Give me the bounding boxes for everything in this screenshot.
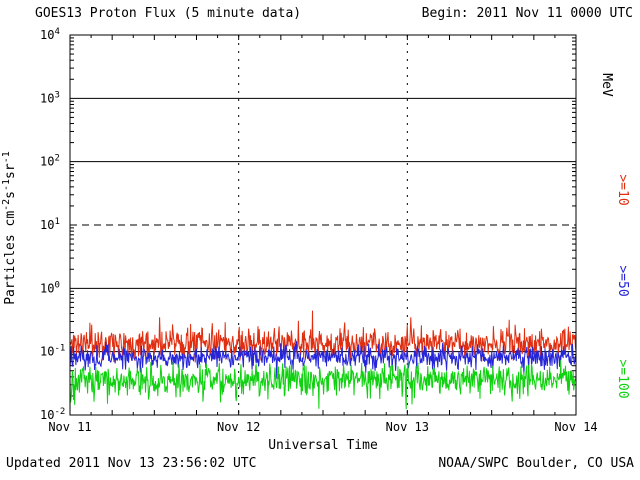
x-tick-label: Nov 12 [217,420,260,434]
x-axis-title: Universal Time [268,438,378,453]
y-tick-label: 103 [40,90,60,105]
y-tick-label: 10-2 [40,407,65,422]
plot-border [69,34,577,416]
plot-area [69,34,577,416]
x-tick-label: Nov 11 [48,420,91,434]
series-line-ge-100 [69,360,577,410]
x-tick-label: Nov 13 [386,420,429,434]
chart-title: GOES13 Proton Flux (5 minute data) [35,6,301,21]
source-attribution-label: NOAA/SWPC Boulder, CO USA [438,456,634,471]
series-line-ge-50 [69,341,577,379]
right-axis-units-label: MeV [599,73,614,97]
updated-timestamp-label: Updated 2011 Nov 13 23:56:02 UTC [6,456,256,471]
y-tick-label: 104 [40,27,60,42]
y-tick-label: 102 [40,154,60,169]
right-axis-series-label-ge-10: >=10 [615,174,630,205]
y-tick-label: 101 [40,217,60,232]
y-tick-label: 100 [40,280,60,295]
begin-timestamp-label: Begin: 2011 Nov 11 0000 UTC [422,6,633,21]
x-tick-label: Nov 14 [554,420,597,434]
right-axis-series-label-ge-100: >=100 [615,359,630,398]
y-tick-label: 10-1 [40,344,65,359]
y-axis-title: Particles cm-2s-1sr-1 [1,151,18,305]
right-axis-series-label-ge-50: >=50 [615,265,630,296]
